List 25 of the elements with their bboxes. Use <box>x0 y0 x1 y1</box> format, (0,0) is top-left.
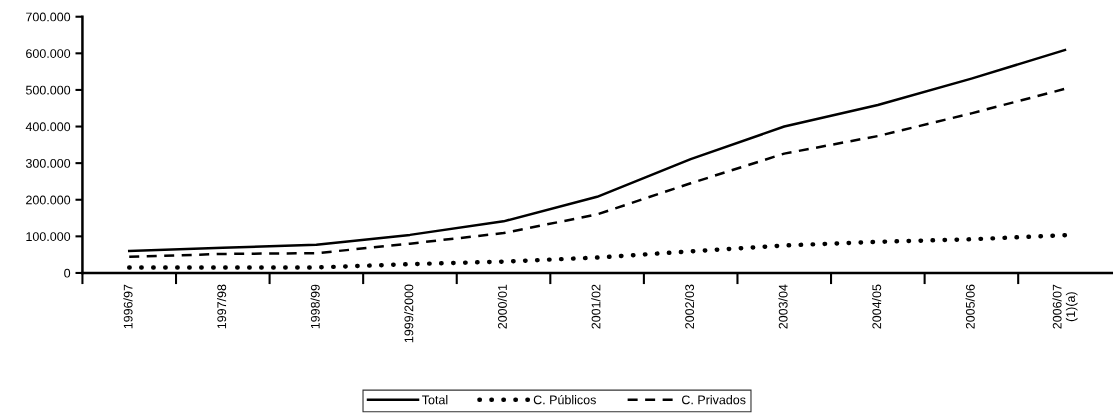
x-tick-label: 2002/03 <box>684 284 695 329</box>
y-tick-label: 500.000 <box>25 85 71 95</box>
y-tick-label: 700.000 <box>26 12 71 22</box>
x-tick-label: 1999/2000 <box>404 284 414 343</box>
y-tick-label: 200.000 <box>26 195 71 205</box>
legend-label: Total <box>422 395 448 405</box>
x-tick-label: 1998/99 <box>310 284 320 329</box>
x-tick-label: 1996/97 <box>123 284 133 329</box>
y-tick-label: 0 <box>64 268 71 278</box>
x-tick-label: 2006/07 (1)(a) <box>1052 284 1078 329</box>
y-tick-label: 600.000 <box>26 49 71 58</box>
line-series <box>127 233 1068 270</box>
line-series <box>127 87 1067 259</box>
y-tick-label: 300.000 <box>25 158 71 168</box>
x-tick-label: 1997/98 <box>216 284 227 329</box>
legend-label: C. Públicos <box>533 394 596 405</box>
x-tick-label: 2003/04 <box>778 284 788 329</box>
x-tick-label: 2001/02 <box>591 284 601 329</box>
x-tick-label: 2000/01 <box>497 284 507 329</box>
y-tick-label: 100.000 <box>26 232 71 241</box>
y-tick-label: 400.000 <box>25 122 71 132</box>
x-tick-label: 2004/05 <box>872 284 882 329</box>
legend-label: C. Privados <box>682 395 746 405</box>
x-tick-label: 2005/06 <box>965 284 975 329</box>
line-series <box>127 48 1067 253</box>
